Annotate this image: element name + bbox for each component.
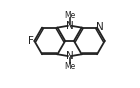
Text: Me: Me xyxy=(64,11,75,20)
Text: N: N xyxy=(66,21,74,31)
Text: N: N xyxy=(96,22,104,32)
Text: F: F xyxy=(28,36,34,46)
Text: N: N xyxy=(66,51,74,61)
Text: Me: Me xyxy=(64,62,75,71)
